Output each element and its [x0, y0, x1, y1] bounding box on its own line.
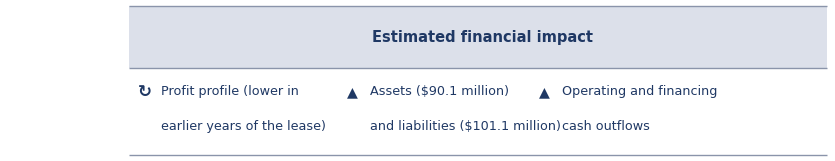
- Text: ▲: ▲: [539, 85, 549, 99]
- Text: Profit profile (lower in: Profit profile (lower in: [161, 85, 299, 99]
- Text: Assets ($90.1 million): Assets ($90.1 million): [370, 85, 509, 99]
- FancyBboxPatch shape: [129, 6, 827, 68]
- Text: and liabilities ($101.1 million): and liabilities ($101.1 million): [370, 120, 561, 133]
- Text: ↻: ↻: [138, 83, 152, 101]
- Text: Operating and financing: Operating and financing: [562, 85, 717, 99]
- Text: Estimated financial impact: Estimated financial impact: [372, 29, 593, 45]
- Text: ▲: ▲: [347, 85, 357, 99]
- Text: cash outflows: cash outflows: [562, 120, 650, 133]
- Text: earlier years of the lease): earlier years of the lease): [161, 120, 326, 133]
